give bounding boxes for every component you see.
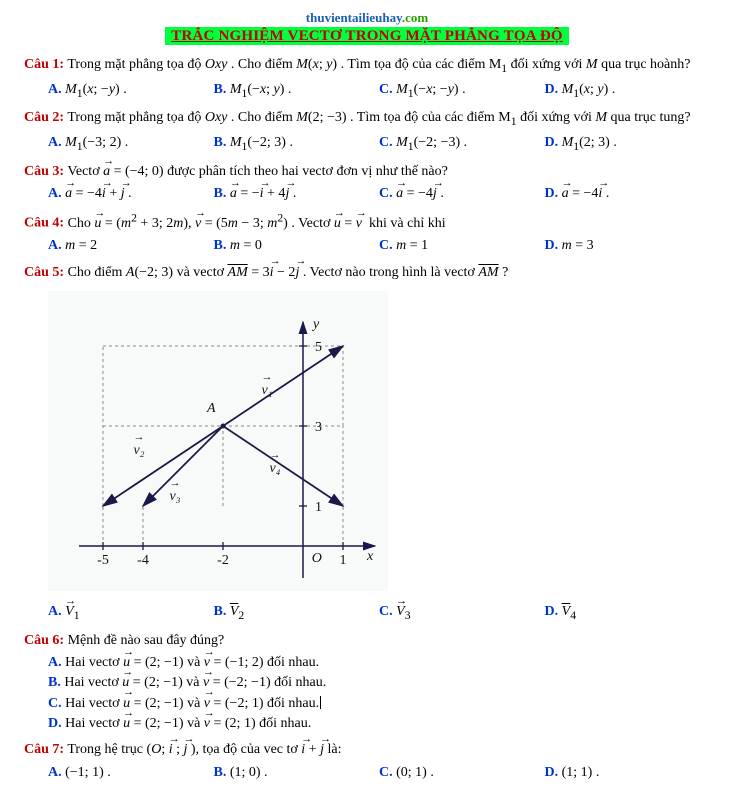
q5-opt-b: B. V2 (214, 602, 380, 625)
q4-opt-d: D. m = 3 (545, 236, 711, 256)
question-5-text: Cho điểm A(−2; 3) và vectơ AM = 3i − 2j … (68, 265, 509, 280)
svg-text:3: 3 (315, 420, 322, 435)
question-6-text: Mệnh đề nào sau đây đúng? (68, 633, 225, 648)
question-3-options: A. a = −4i + j . B. a = −i + 4j . C. a =… (48, 184, 710, 204)
question-2-options: A. M1(−3; 2) . B. M1(−2; 3) . C. M1(−2; … (48, 133, 710, 156)
question-7: Câu 7: Trong hệ trục (O; i ; j ), tọa độ… (24, 740, 710, 760)
svg-text:→: → (134, 431, 145, 443)
svg-text:→: → (170, 477, 181, 489)
svg-text:O: O (312, 551, 322, 566)
q6-opt-c: C. Hai vectơ u = (2; −1) và v = (−2; 1) … (48, 694, 710, 714)
question-1: Câu 1: Trong mặt phẳng tọa độ Oxy . Cho … (24, 55, 710, 78)
svg-text:y: y (311, 317, 320, 332)
q7-opt-b: B. (1; 0) . (214, 763, 380, 783)
question-2-label: Câu 2: (24, 110, 64, 125)
question-4-label: Câu 4: (24, 216, 64, 231)
q6-opt-b: B. Hai vectơ u = (2; −1) và v = (−2; −1)… (48, 673, 710, 693)
svg-text:v₂: v₂ (133, 443, 144, 458)
site-link-blue: thuvientailieuhay (306, 10, 402, 25)
q2-opt-c: C. M1(−2; −3) . (379, 133, 545, 156)
svg-text:1: 1 (340, 553, 347, 568)
question-6-label: Câu 6: (24, 633, 64, 648)
q7-opt-c: C. (0; 1) . (379, 763, 545, 783)
q4-opt-c: C. m = 1 (379, 236, 545, 256)
svg-text:→: → (262, 371, 273, 383)
q5-opt-c: C. V3 (379, 602, 545, 625)
vector-diagram-svg: -5-4-21135→v₁→v₂→v₃→v₄yxOA (48, 291, 388, 591)
question-2: Câu 2: Trong mặt phẳng tọa độ Oxy . Cho … (24, 108, 710, 131)
svg-text:v₃: v₃ (169, 489, 180, 504)
question-5-label: Câu 5: (24, 265, 64, 280)
svg-text:A: A (206, 401, 216, 416)
question-4-text: Cho u = (m2 + 3; 2m), v = (5m − 3; m2) .… (68, 216, 446, 231)
q4-opt-a: A. m = 2 (48, 236, 214, 256)
q1-opt-c: C. M1(−x; −y) . (379, 80, 545, 103)
q2-opt-b: B. M1(−2; 3) . (214, 133, 380, 156)
q1-opt-a: A. M1(x; −y) . (48, 80, 214, 103)
svg-text:1: 1 (315, 500, 322, 515)
question-1-options: A. M1(x; −y) . B. M1(−x; y) . C. M1(−x; … (48, 80, 710, 103)
q5-opt-a: A. V1 (48, 602, 214, 625)
question-7-label: Câu 7: (24, 742, 64, 757)
q2-opt-a: A. M1(−3; 2) . (48, 133, 214, 156)
page-title: TRẮC NGHIỆM VECTƠ TRONG MẶT PHẲNG TỌA ĐỘ (24, 28, 710, 45)
q7-opt-d: D. (1; 1) . (545, 763, 711, 783)
q1-opt-d: D. M1(x; y) . (545, 80, 711, 103)
q6-opt-a: A. Hai vectơ u = (2; −1) và v = (−1; 2) … (48, 653, 710, 673)
question-5: Câu 5: Cho điểm A(−2; 3) và vectơ AM = 3… (24, 263, 710, 283)
site-link-green: .com (402, 10, 428, 25)
site-link: thuvientailieuhay.com (24, 10, 710, 26)
svg-text:-5: -5 (97, 553, 109, 568)
question-1-label: Câu 1: (24, 57, 64, 72)
q3-opt-a: A. a = −4i + j . (48, 184, 214, 204)
question-1-text: Trong mặt phẳng tọa độ Oxy . Cho điểm M(… (67, 57, 690, 72)
vector-diagram: -5-4-21135→v₁→v₂→v₃→v₄yxOA (48, 291, 710, 596)
question-6-options: A. Hai vectơ u = (2; −1) và v = (−1; 2) … (48, 653, 710, 734)
q1-opt-b: B. M1(−x; y) . (214, 80, 380, 103)
q3-opt-d: D. a = −4i . (545, 184, 711, 204)
question-2-text: Trong mặt phẳng tọa độ Oxy . Cho điểm M(… (67, 110, 690, 125)
q3-opt-c: C. a = −4j . (379, 184, 545, 204)
svg-text:-4: -4 (137, 553, 149, 568)
question-4: Câu 4: Cho u = (m2 + 3; 2m), v = (5m − 3… (24, 210, 710, 234)
page-title-text: TRẮC NGHIỆM VECTƠ TRONG MẶT PHẲNG TỌA ĐỘ (165, 27, 569, 45)
q5-opt-d: D. V4 (545, 602, 711, 625)
svg-text:v₁: v₁ (261, 383, 272, 398)
svg-text:5: 5 (315, 340, 322, 355)
question-5-options: A. V1 B. V2 C. V3 D. V4 (48, 602, 710, 625)
svg-text:v₄: v₄ (269, 461, 280, 476)
question-7-options: A. (−1; 1) . B. (1; 0) . C. (0; 1) . D. … (48, 763, 710, 783)
q7-opt-a: A. (−1; 1) . (48, 763, 214, 783)
question-7-text: Trong hệ trục (O; i ; j ), tọa độ của ve… (67, 742, 341, 757)
q6-opt-d: D. Hai vectơ u = (2; −1) và v = (2; 1) đ… (48, 714, 710, 734)
q3-opt-b: B. a = −i + 4j . (214, 184, 380, 204)
svg-text:x: x (366, 549, 374, 564)
q2-opt-d: D. M1(2; 3) . (545, 133, 711, 156)
svg-text:→: → (270, 449, 281, 461)
svg-text:-2: -2 (217, 553, 229, 568)
question-4-options: A. m = 2 B. m = 0 C. m = 1 D. m = 3 (48, 236, 710, 256)
question-3-label: Câu 3: (24, 164, 64, 179)
